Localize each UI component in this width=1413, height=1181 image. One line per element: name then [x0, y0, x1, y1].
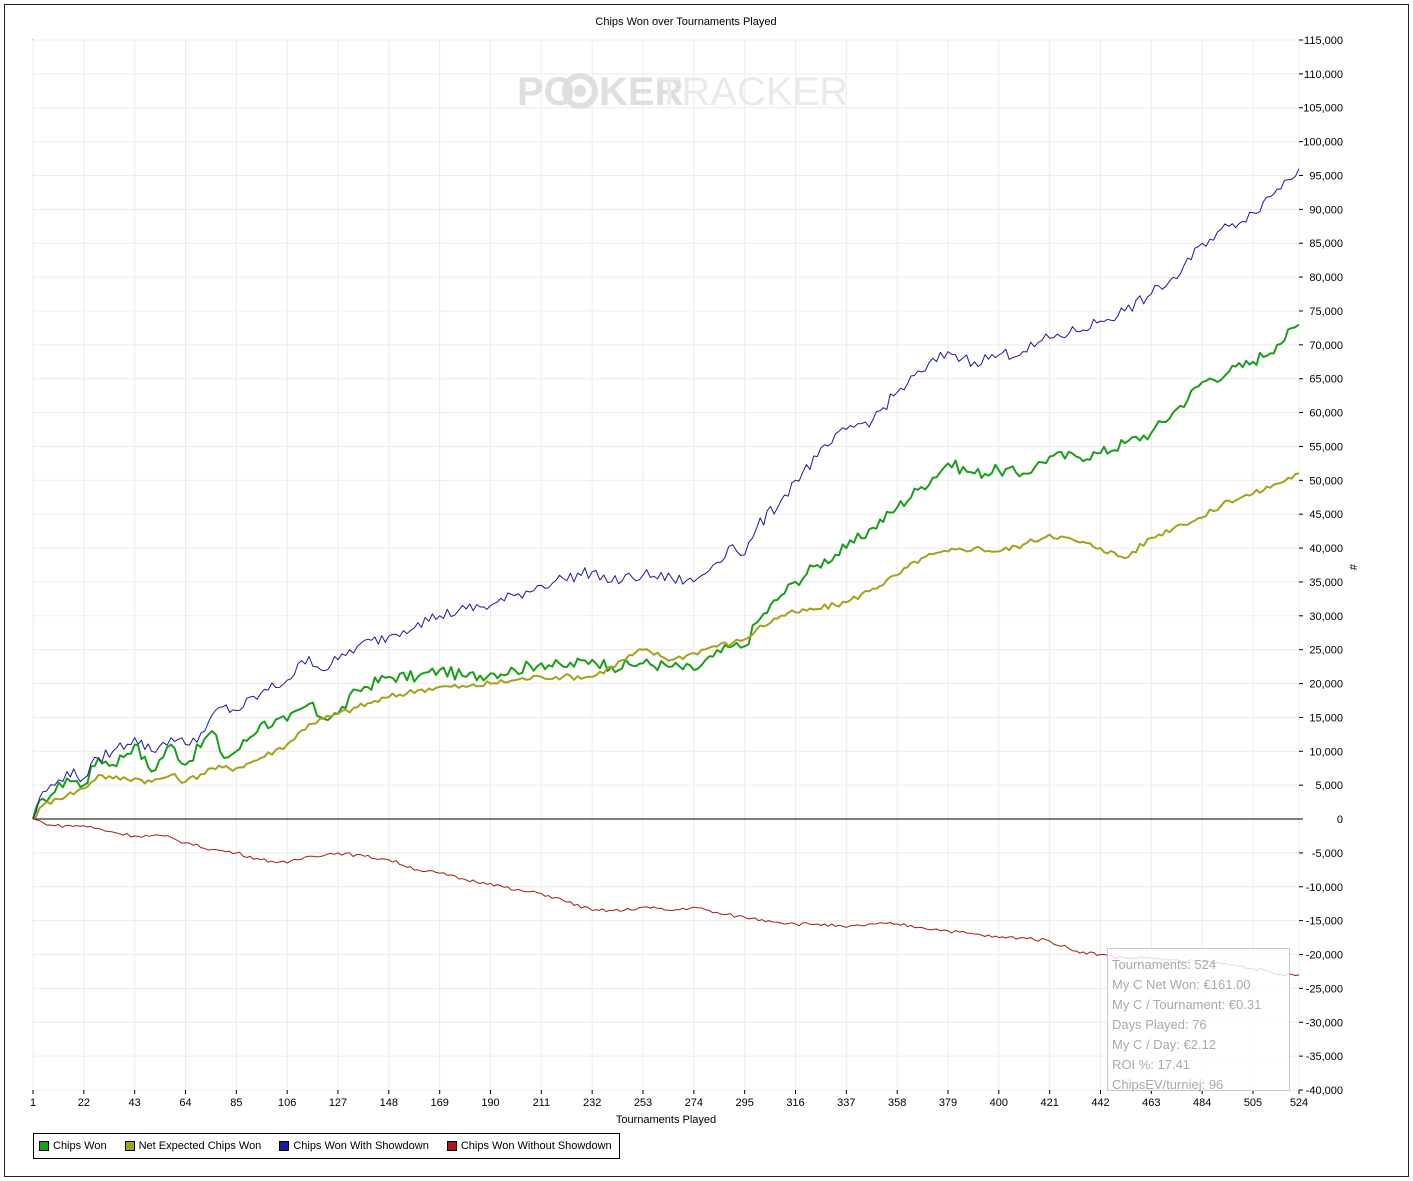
info-line: ChipsEV/turniej: 96 [1112, 1077, 1224, 1092]
watermark-text-right: TRACKER [657, 70, 848, 114]
x-tick-label: 316 [786, 1097, 804, 1109]
plot-background [32, 39, 1300, 1091]
y-tick-label: 105,000 [1303, 103, 1343, 115]
y-axis-label: # [1348, 563, 1360, 570]
info-line: My C Net Won: €161.00 [1112, 977, 1251, 992]
y-tick-label: -25,000 [1306, 983, 1343, 995]
y-tick-label: 25,000 [1309, 645, 1343, 657]
legend-item: Chips Won [39, 1140, 107, 1152]
y-tick-label: -20,000 [1306, 950, 1343, 962]
y-tick-label: 70,000 [1309, 340, 1343, 352]
y-tick-label: 20,000 [1309, 679, 1343, 691]
x-tick-label: 190 [481, 1097, 499, 1109]
x-tick-label: 505 [1244, 1097, 1262, 1109]
grid-lines [32, 39, 1300, 1091]
y-tick-label: -30,000 [1306, 1017, 1343, 1029]
plot-area: PO KER TRACKER [32, 39, 1300, 1091]
x-tick-label: 85 [230, 1097, 242, 1109]
x-tick-label: 211 [533, 1097, 551, 1109]
x-tick-label: 127 [329, 1097, 347, 1109]
y-tick-label: -15,000 [1306, 916, 1343, 928]
y-tick-label: 10,000 [1309, 746, 1343, 758]
y-tick-label: -35,000 [1306, 1051, 1343, 1063]
x-tick-label: 421 [1040, 1097, 1058, 1109]
x-tick-label: 106 [278, 1097, 296, 1109]
y-tick-label: 80,000 [1309, 272, 1343, 284]
legend-item: Chips Won With Showdown [279, 1140, 429, 1152]
x-tick-label: 379 [939, 1097, 957, 1109]
info-line: ROI %: 17.41 [1112, 1057, 1191, 1072]
x-tick-label: 64 [179, 1097, 191, 1109]
y-tick-label: 60,000 [1309, 408, 1343, 420]
chip-icon [562, 73, 598, 109]
x-tick-label: 358 [888, 1097, 906, 1109]
series-line-2 [32, 168, 1300, 820]
legend-label: Chips Won Without Showdown [460, 1140, 612, 1152]
x-tick-label: 442 [1091, 1097, 1109, 1109]
x-tick-label: 148 [380, 1097, 398, 1109]
info-line: My C / Day: €2.12 [1112, 1037, 1217, 1052]
chart-title: Chips Won over Tournaments Played [595, 16, 776, 28]
x-axis-label: Tournaments Played [616, 1114, 716, 1126]
x-tick-label: 22 [78, 1097, 90, 1109]
legend-swatch [279, 1141, 290, 1151]
x-tick-label: 43 [129, 1097, 141, 1109]
series-line-0 [32, 323, 1300, 820]
x-tick-label: 484 [1193, 1097, 1211, 1109]
watermark-text-mid: KER [599, 70, 684, 114]
y-axis: 115,000 110,000 105,000 100,000 95,000 90,000… [1299, 35, 1343, 1097]
x-tick-label: 337 [837, 1097, 855, 1109]
series-lines [32, 168, 1300, 977]
y-tick-label: 75,000 [1309, 306, 1343, 318]
y-tick-label: 40,000 [1309, 543, 1343, 555]
y-tick-label: 45,000 [1309, 509, 1343, 521]
y-tick-label: 65,000 [1309, 374, 1343, 386]
y-tick-label: -10,000 [1306, 882, 1343, 894]
y-tick-label: 15,000 [1309, 712, 1343, 724]
info-line: Tournaments: 524 [1112, 957, 1217, 972]
info-line: My C / Tournament: €0.31 [1112, 997, 1262, 1012]
x-tick-label: 169 [430, 1097, 448, 1109]
y-tick-label: 0 [1337, 814, 1343, 826]
y-tick-label: 5,000 [1315, 780, 1343, 792]
x-tick-label: 253 [634, 1097, 652, 1109]
x-tick-label: 232 [583, 1097, 601, 1109]
x-tick-label: 274 [685, 1097, 703, 1109]
x-tick-label: 463 [1142, 1097, 1160, 1109]
y-tick-label: 35,000 [1309, 577, 1343, 589]
y-tick-label: 85,000 [1309, 238, 1343, 250]
y-tick-label: 50,000 [1309, 475, 1343, 487]
y-tick-label: 100,000 [1303, 137, 1343, 149]
stats-info-box: Tournaments: 524 My C Net Won: €161.00 My … [1107, 948, 1290, 1092]
x-tick-label: 400 [990, 1097, 1008, 1109]
y-tick-label: 30,000 [1309, 611, 1343, 623]
series-line-1 [32, 472, 1300, 820]
pokertracker-watermark: PO KER TRACKER [517, 70, 848, 114]
y-tick-label: 95,000 [1309, 170, 1343, 182]
x-tick-label: 295 [735, 1097, 753, 1109]
legend-swatch [39, 1141, 49, 1151]
chart-frame [4, 4, 1409, 1177]
legend: Chips Won Net Expected Chips Won Chips Won… [33, 1133, 620, 1159]
y-tick-label: 115,000 [1304, 35, 1343, 47]
series-line-3 [32, 818, 1300, 977]
x-axis: 1 22 43 64 85 106 127 148 169 190 211 232 253 274 295 3… [30, 1090, 1308, 1109]
legend-swatch [124, 1141, 135, 1151]
x-tick-label: 1 [30, 1097, 36, 1109]
y-tick-label: -40,000 [1306, 1085, 1343, 1097]
y-tick-label: -5,000 [1312, 848, 1343, 860]
info-line: Days Played: 76 [1112, 1017, 1207, 1032]
x-tick-label: 524 [1290, 1097, 1308, 1109]
legend-label: Net Expected Chips Won [138, 1140, 262, 1152]
y-tick-label: 90,000 [1309, 204, 1343, 216]
y-tick-label: 55,000 [1309, 441, 1343, 453]
y-tick-label: 110,000 [1304, 69, 1343, 81]
legend-swatch [446, 1141, 457, 1151]
legend-label: Chips Won [53, 1140, 107, 1152]
legend-item: Net Expected Chips Won [124, 1140, 262, 1152]
legend-item: Chips Won Without Showdown [446, 1140, 612, 1152]
legend-label: Chips Won With Showdown [293, 1140, 429, 1152]
